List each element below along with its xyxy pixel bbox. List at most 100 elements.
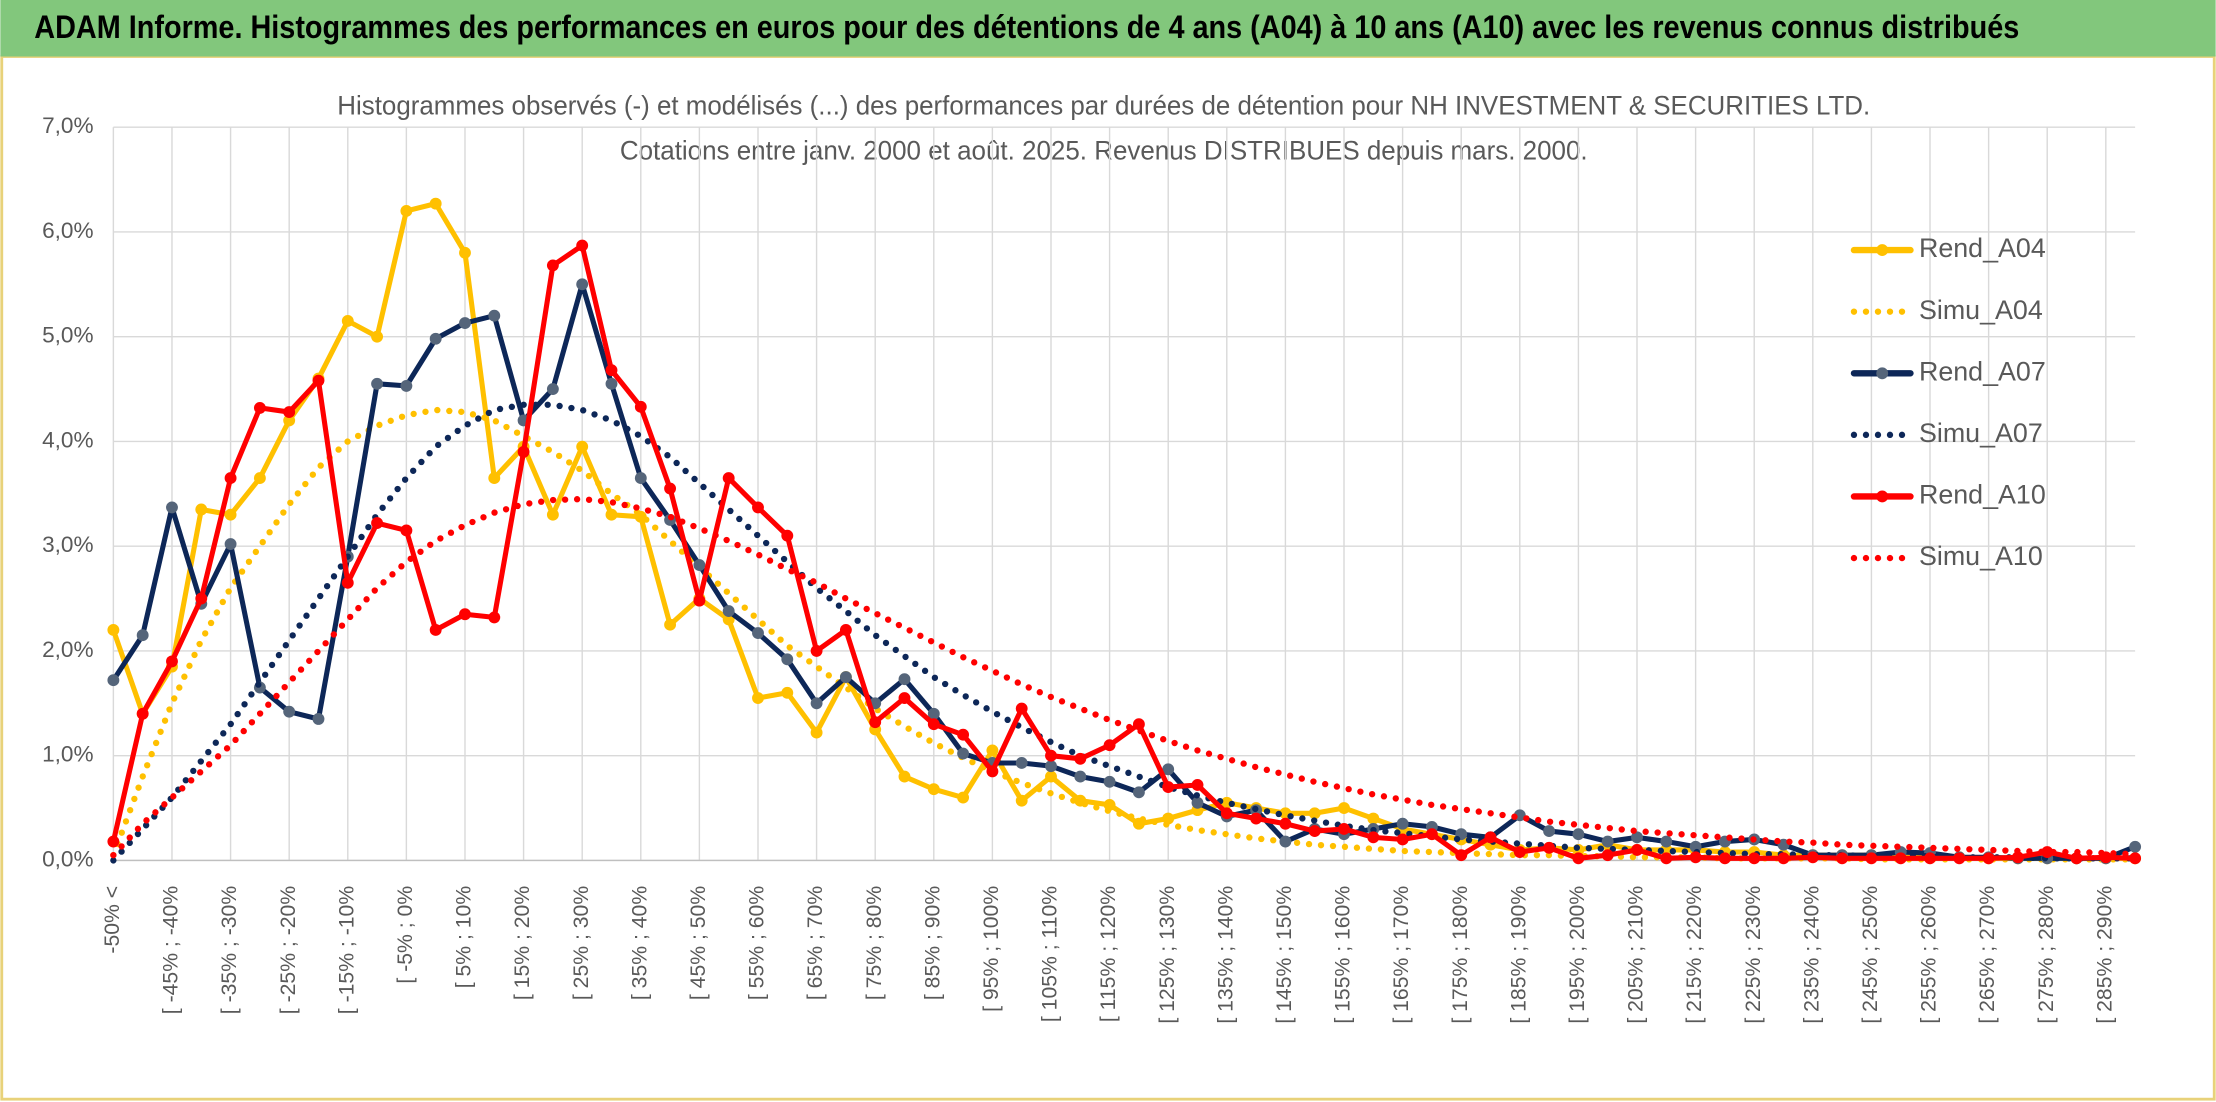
data-point <box>1631 831 1643 844</box>
legend-label: Simu_A07 <box>1919 418 2043 448</box>
data-point <box>927 707 940 720</box>
data-point <box>1279 835 1292 848</box>
header-title: ADAM Informe. Histogrammes des performan… <box>34 9 2019 45</box>
data-point <box>341 576 354 589</box>
data-point <box>371 330 384 343</box>
legend-label: Rend_A10 <box>1919 480 2046 510</box>
data-point <box>107 674 120 687</box>
data-point <box>605 364 618 377</box>
data-point <box>752 501 764 514</box>
data-point <box>1367 812 1380 825</box>
data-point <box>810 726 823 739</box>
data-point <box>781 653 794 666</box>
data-point <box>752 627 764 640</box>
y-tick-label: 7,0% <box>42 113 94 138</box>
data-point <box>1015 794 1028 807</box>
data-point <box>166 501 178 514</box>
data-point <box>664 618 677 631</box>
data-point <box>1338 802 1350 814</box>
data-point <box>1162 763 1175 776</box>
data-point <box>1279 817 1292 830</box>
data-point <box>1132 786 1145 799</box>
series-line <box>110 201 2138 861</box>
data-point <box>312 713 325 725</box>
data-point <box>781 686 794 699</box>
data-point <box>1718 852 1731 865</box>
chart-title: Histogrammes observés (-) et modélisés (… <box>337 90 1870 120</box>
data-point <box>1396 833 1409 846</box>
data-point <box>722 605 735 618</box>
data-point <box>488 611 501 624</box>
data-point <box>1045 770 1057 783</box>
data-point <box>1631 843 1643 856</box>
data-point <box>1015 757 1028 769</box>
data-point <box>1777 852 1790 865</box>
data-point <box>1543 825 1556 838</box>
data-point <box>2041 846 2054 858</box>
y-tick-label: 3,0% <box>42 532 94 557</box>
x-tick-label: [ 255% ; 260% <box>1918 886 1941 1024</box>
x-tick-label: [ 205% ; 210% <box>1625 886 1648 1024</box>
x-tick-label: [ 155% ; 160% <box>1332 886 1355 1024</box>
x-tick-label: [ 285% ; 290% <box>2093 886 2116 1024</box>
x-tick-label: [ 275% ; 280% <box>2035 886 2058 1024</box>
data-point <box>2129 840 2142 853</box>
data-point <box>253 472 266 485</box>
data-point <box>1894 852 1907 865</box>
data-point <box>400 205 413 217</box>
data-point <box>136 629 149 642</box>
data-point <box>576 278 589 291</box>
legend-marker <box>1876 490 1889 503</box>
data-point <box>1660 835 1673 848</box>
data-point <box>810 697 823 710</box>
data-point <box>1660 852 1673 865</box>
data-point <box>986 765 999 778</box>
data-point <box>1601 835 1614 848</box>
data-point <box>898 673 911 686</box>
data-point <box>459 246 471 259</box>
legend-marker <box>1876 244 1889 257</box>
data-point <box>1982 852 1995 865</box>
data-point <box>1074 752 1087 765</box>
x-tick-label: [ 85% ; 90% <box>921 886 944 1000</box>
data-point <box>576 239 589 252</box>
x-tick-label: -50% < <box>101 886 124 954</box>
y-tick-label: 1,0% <box>42 742 94 767</box>
data-point <box>459 608 471 621</box>
x-tick-label: [ -35% ; -30% <box>218 886 241 1015</box>
data-point <box>1338 823 1350 835</box>
legend-label: Rend_A07 <box>1919 356 2046 386</box>
data-point <box>1162 781 1175 794</box>
data-point <box>1220 807 1233 820</box>
legend-label: Rend_A04 <box>1919 233 2046 263</box>
data-point <box>957 791 970 804</box>
data-point <box>1103 739 1116 752</box>
data-point <box>224 508 237 521</box>
data-point <box>429 624 442 636</box>
data-point <box>869 716 882 729</box>
data-point <box>986 744 999 757</box>
x-tick-label: [ 55% ; 60% <box>746 886 769 1000</box>
data-point <box>722 472 735 485</box>
data-point <box>546 259 559 272</box>
data-point <box>1425 828 1438 841</box>
x-tick-label: [ 195% ; 200% <box>1566 886 1589 1024</box>
y-tick-label: 4,0% <box>42 427 94 452</box>
data-point <box>400 379 413 392</box>
data-point <box>1455 849 1468 862</box>
data-point <box>898 692 911 704</box>
data-point <box>107 835 120 848</box>
data-point <box>371 517 384 530</box>
x-tick-label: [ 145% ; 150% <box>1273 886 1296 1024</box>
data-point <box>605 508 618 521</box>
data-point <box>283 414 296 427</box>
data-point <box>576 440 589 453</box>
data-point <box>283 406 296 419</box>
data-point <box>1367 831 1380 844</box>
data-point <box>1601 849 1614 862</box>
data-point <box>166 655 178 668</box>
data-point <box>957 747 970 760</box>
data-point <box>1836 852 1849 865</box>
series-line <box>110 281 2138 861</box>
data-point <box>371 377 384 390</box>
